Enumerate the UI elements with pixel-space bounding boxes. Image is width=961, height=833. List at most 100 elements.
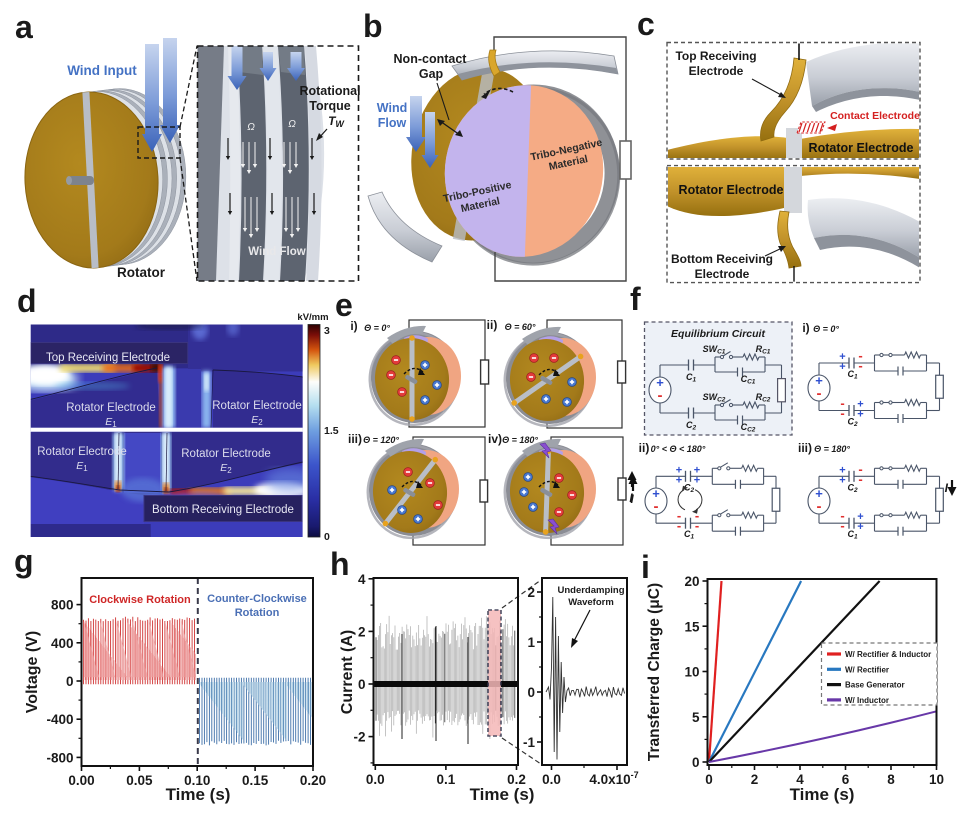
svg-text:-2: -2 xyxy=(353,730,365,745)
svg-text:-: - xyxy=(817,385,822,402)
svg-text:+: + xyxy=(857,409,863,421)
svg-text:+: + xyxy=(676,464,682,476)
svg-text:Gap: Gap xyxy=(419,67,444,81)
svg-text:e: e xyxy=(335,287,353,323)
svg-text:15: 15 xyxy=(684,619,700,634)
svg-text:0: 0 xyxy=(358,677,366,692)
svg-text:-800: -800 xyxy=(46,750,73,765)
svg-text:+: + xyxy=(839,351,845,363)
svg-text:Θ = 120°: Θ = 120° xyxy=(363,435,399,445)
svg-text:0.20: 0.20 xyxy=(300,773,326,788)
svg-text:0.2: 0.2 xyxy=(507,772,526,787)
svg-text:ii): ii) xyxy=(487,318,498,332)
svg-text:0° < Θ < 180°: 0° < Θ < 180° xyxy=(651,444,706,454)
svg-text:Transferred Charge (μC): Transferred Charge (μC) xyxy=(646,583,663,761)
svg-text:Wind: Wind xyxy=(377,101,407,115)
svg-text:2: 2 xyxy=(751,772,759,787)
svg-text:W/ Rectifier & Inductor: W/ Rectifier & Inductor xyxy=(845,650,931,659)
svg-text:2: 2 xyxy=(527,585,535,600)
svg-text:W/ Rectifier: W/ Rectifier xyxy=(845,665,889,674)
svg-text:+: + xyxy=(656,375,664,390)
svg-text:+: + xyxy=(857,521,863,533)
svg-text:0.15: 0.15 xyxy=(242,773,269,788)
svg-text:d: d xyxy=(17,283,37,319)
svg-text:Rotator Electrode: Rotator Electrode xyxy=(66,402,156,414)
svg-text:Rotator Electrode: Rotator Electrode xyxy=(679,183,784,197)
svg-text:E2: E2 xyxy=(251,414,263,427)
svg-text:-: - xyxy=(858,471,862,486)
svg-text:C2: C2 xyxy=(684,482,695,494)
svg-text:iv): iv) xyxy=(488,432,502,446)
svg-text:+: + xyxy=(839,474,845,486)
svg-text:Wind Flow: Wind Flow xyxy=(248,246,305,258)
svg-text:4: 4 xyxy=(796,772,804,787)
svg-text:Time (s): Time (s) xyxy=(790,785,855,804)
svg-text:-: - xyxy=(840,508,844,523)
svg-text:C1: C1 xyxy=(684,529,695,541)
svg-text:-: - xyxy=(677,518,681,533)
svg-text:C1: C1 xyxy=(847,529,858,541)
svg-text:iii): iii) xyxy=(798,441,812,455)
svg-text:Waveform: Waveform xyxy=(568,597,614,608)
svg-text:-: - xyxy=(817,498,822,515)
svg-text:Top Receiving: Top Receiving xyxy=(675,49,756,63)
svg-text:SWC2: SWC2 xyxy=(703,392,726,404)
svg-text:800: 800 xyxy=(51,598,74,613)
svg-text:Θ = 60°: Θ = 60° xyxy=(505,322,536,332)
svg-text:Bottom Receiving: Bottom Receiving xyxy=(671,252,773,266)
svg-text:+: + xyxy=(839,361,845,373)
svg-text:C2: C2 xyxy=(686,420,697,432)
svg-text:-: - xyxy=(658,387,663,404)
svg-text:0: 0 xyxy=(527,685,535,700)
svg-text:Equilibrium Circuit: Equilibrium Circuit xyxy=(671,328,765,340)
svg-text:3: 3 xyxy=(324,325,330,337)
svg-text:10: 10 xyxy=(929,772,944,787)
svg-text:0: 0 xyxy=(324,531,330,543)
svg-text:W/ Inductor: W/ Inductor xyxy=(845,696,889,705)
svg-text:0.05: 0.05 xyxy=(126,773,153,788)
svg-text:10: 10 xyxy=(684,665,699,680)
svg-text:Rotational: Rotational xyxy=(299,84,360,98)
svg-text:Electrode: Electrode xyxy=(695,267,750,281)
svg-text:-: - xyxy=(858,358,862,373)
svg-text:+: + xyxy=(815,373,823,388)
svg-text:-: - xyxy=(858,348,862,363)
svg-text:0.00: 0.00 xyxy=(68,773,94,788)
svg-text:20: 20 xyxy=(684,574,699,589)
svg-text:h: h xyxy=(330,546,350,582)
svg-text:Θ = 0°: Θ = 0° xyxy=(813,324,839,334)
svg-text:ii): ii) xyxy=(639,441,650,455)
svg-text:-: - xyxy=(677,508,681,523)
svg-text:0.1: 0.1 xyxy=(437,772,456,787)
svg-text:Θ = 180°: Θ = 180° xyxy=(502,435,538,445)
svg-text:-: - xyxy=(654,498,659,515)
svg-text:0: 0 xyxy=(705,772,713,787)
svg-text:C2: C2 xyxy=(847,417,858,429)
svg-text:i): i) xyxy=(350,319,357,333)
svg-text:-: - xyxy=(695,508,699,523)
svg-text:kV/mm: kV/mm xyxy=(297,312,328,323)
svg-text:Clockwise Rotation: Clockwise Rotation xyxy=(89,594,191,606)
svg-text:Counter-Clockwise: Counter-Clockwise xyxy=(207,593,307,605)
svg-text:I: I xyxy=(629,491,633,505)
svg-text:Contact Electrode: Contact Electrode xyxy=(830,110,920,122)
svg-text:Torque: Torque xyxy=(309,99,350,113)
svg-text:c: c xyxy=(637,6,655,42)
svg-text:E2: E2 xyxy=(220,462,232,475)
svg-text:1.5: 1.5 xyxy=(324,425,339,437)
svg-text:f: f xyxy=(630,281,641,317)
svg-text:5: 5 xyxy=(692,710,700,725)
svg-text:Time (s): Time (s) xyxy=(470,785,535,804)
svg-text:+: + xyxy=(839,464,845,476)
svg-text:Voltage (V): Voltage (V) xyxy=(24,631,41,713)
svg-text:+: + xyxy=(857,399,863,411)
svg-text:+: + xyxy=(652,486,660,501)
svg-text:-: - xyxy=(858,461,862,476)
svg-text:Bottom Receiving Electrode: Bottom Receiving Electrode xyxy=(152,504,294,516)
svg-text:iii): iii) xyxy=(348,432,362,446)
svg-text:-: - xyxy=(840,406,844,421)
svg-text:-: - xyxy=(840,396,844,411)
svg-text:Rotator Electrode: Rotator Electrode xyxy=(37,446,127,458)
svg-text:Θ = 0°: Θ = 0° xyxy=(364,323,390,333)
svg-text:RC2: RC2 xyxy=(756,392,771,404)
